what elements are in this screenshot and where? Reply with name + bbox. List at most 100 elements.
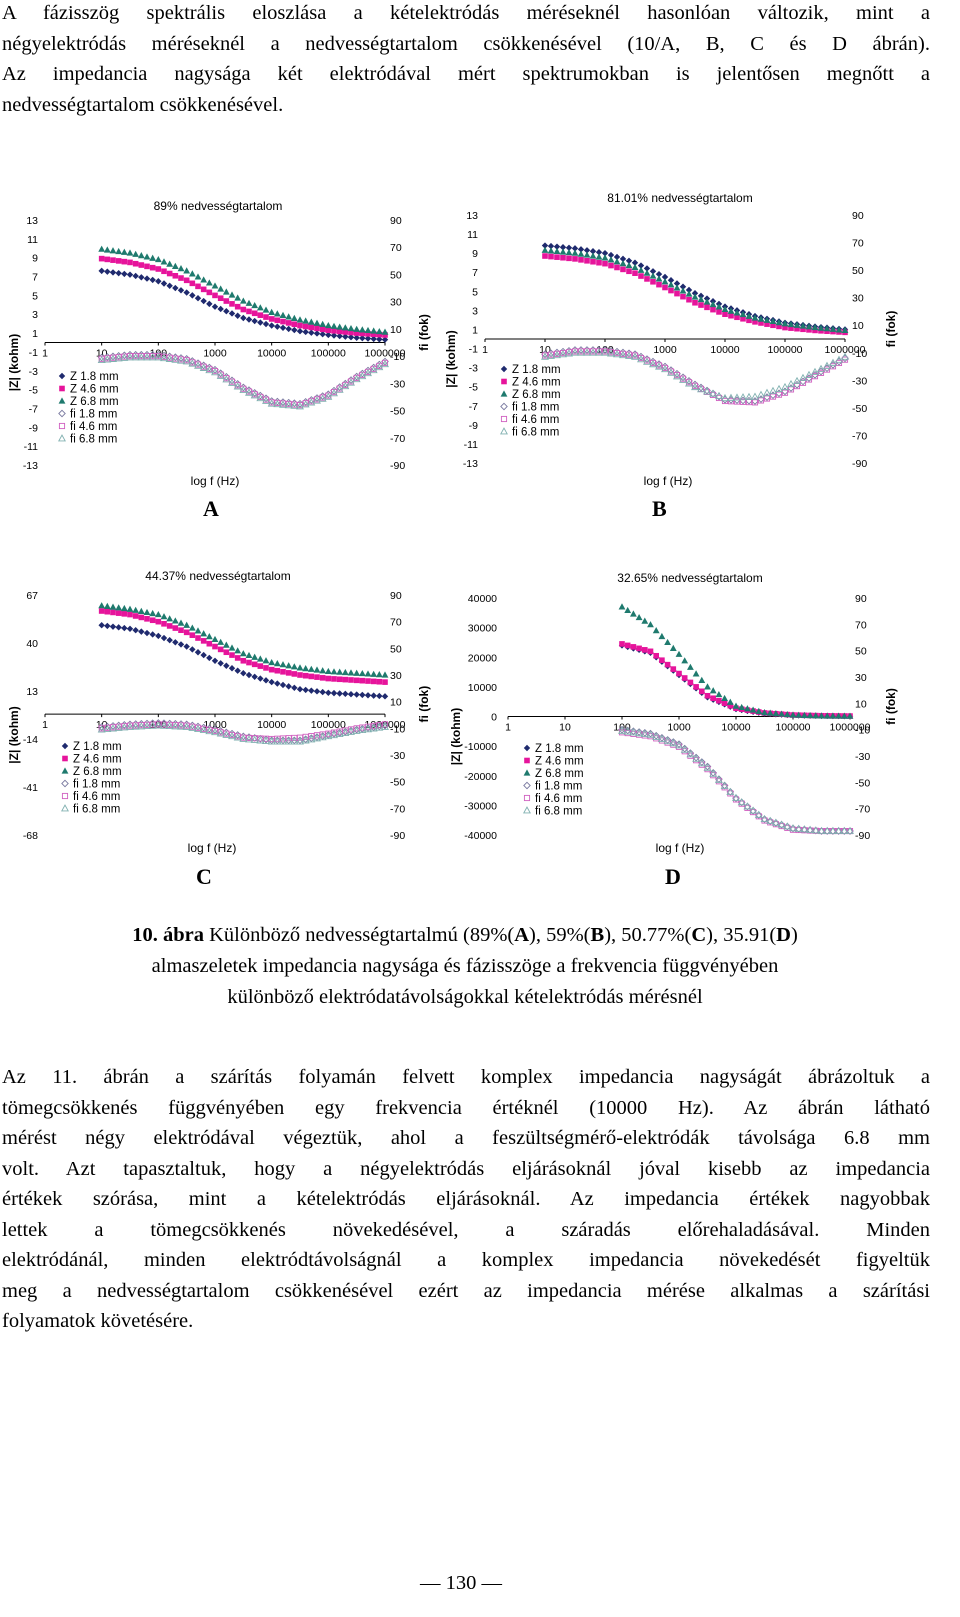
series-point xyxy=(285,320,292,326)
legend-marker xyxy=(501,378,507,385)
legend-marker xyxy=(500,365,508,373)
series-point xyxy=(829,325,837,332)
series-point xyxy=(640,729,649,737)
series-point xyxy=(637,266,645,273)
intro-line: A fázisszög spektrális eloszlása a kétel… xyxy=(2,2,930,24)
intro-line: Az impedancia nagysága két elektródával … xyxy=(2,63,930,85)
series-point xyxy=(697,759,706,767)
body-line: lettek a tömegcsökkenés növekedésével, a… xyxy=(2,1218,930,1241)
series-point xyxy=(229,301,235,307)
y-axis-label-left: |Z| (kohm) xyxy=(444,330,458,387)
series-point xyxy=(739,398,747,405)
series-point xyxy=(256,304,264,311)
series-point xyxy=(182,357,191,365)
left-tick-label: 1 xyxy=(472,324,478,336)
series-point xyxy=(308,324,315,331)
series-point xyxy=(144,263,150,270)
series-point xyxy=(341,381,350,390)
series-point xyxy=(370,335,377,343)
series-point xyxy=(619,350,627,359)
series-point xyxy=(115,610,122,616)
x-tick-label: 100000 xyxy=(311,348,346,360)
series-point xyxy=(239,297,247,304)
series-point xyxy=(144,616,150,622)
series-point xyxy=(324,392,333,400)
series-point xyxy=(647,648,654,655)
series-point xyxy=(194,273,202,280)
series-point xyxy=(607,349,615,357)
series-point xyxy=(138,628,145,635)
series-point xyxy=(805,323,813,330)
series-point xyxy=(262,396,270,404)
series-point xyxy=(137,252,145,259)
series-point xyxy=(256,393,265,402)
series-point xyxy=(267,399,276,407)
series-point xyxy=(589,248,597,255)
left-tick-label: -11 xyxy=(24,441,39,453)
series-point xyxy=(775,318,783,326)
series-point xyxy=(749,806,758,814)
series-point xyxy=(661,278,669,285)
x-axis-label: log f (Hz) xyxy=(644,474,693,488)
series-point xyxy=(233,382,242,390)
caption-label: 10. ábra xyxy=(132,924,204,946)
series-point xyxy=(212,292,218,299)
series-point xyxy=(715,391,723,399)
series-point xyxy=(359,677,366,684)
series-point xyxy=(313,330,321,337)
legend-marker xyxy=(62,755,68,762)
series-point xyxy=(138,274,145,281)
right-tick-label: 90 xyxy=(390,215,402,227)
body-line: mérést négy elektródával végeztük, ahol … xyxy=(2,1127,930,1149)
series-point xyxy=(679,283,687,290)
series-point xyxy=(643,265,651,272)
series-point xyxy=(364,725,372,733)
legend-label: Z 6.8 mm xyxy=(535,768,584,780)
series-point xyxy=(228,644,236,651)
series-point xyxy=(670,666,677,672)
series-point xyxy=(302,317,310,324)
series-point xyxy=(636,645,642,652)
series-point xyxy=(143,275,151,282)
series-point xyxy=(673,280,681,287)
series-point xyxy=(137,722,146,730)
series-point xyxy=(769,317,777,325)
caption-text: ) xyxy=(790,924,798,946)
series-point xyxy=(364,326,372,334)
series-point xyxy=(206,640,213,647)
series-point xyxy=(687,679,694,686)
series-point xyxy=(182,722,191,730)
left-tick-label: 67 xyxy=(26,590,38,602)
series-point xyxy=(650,278,656,285)
series-point xyxy=(554,254,560,260)
series-point xyxy=(640,728,649,737)
series-point xyxy=(324,667,332,675)
series-point xyxy=(155,632,162,640)
series-point xyxy=(223,308,230,315)
right-tick-label: 90 xyxy=(855,593,867,605)
series-point xyxy=(307,318,315,325)
series-point xyxy=(98,608,105,614)
series-point xyxy=(631,259,639,266)
series-point xyxy=(601,254,609,261)
series-point xyxy=(268,322,275,329)
series-point xyxy=(757,390,765,398)
series-point xyxy=(353,677,360,684)
series-point xyxy=(137,607,145,614)
left-tick-label: -14 xyxy=(23,734,38,746)
series-point xyxy=(342,676,349,683)
series-point xyxy=(284,736,293,745)
right-tick-label: 90 xyxy=(390,590,402,602)
left-tick-label: -40000 xyxy=(464,830,497,842)
series-point xyxy=(279,311,287,318)
legend-marker xyxy=(523,744,531,752)
series-point xyxy=(194,627,202,634)
series-point xyxy=(687,663,694,670)
series-point xyxy=(325,331,332,339)
series-point xyxy=(353,691,360,698)
series-point xyxy=(755,707,763,714)
series-point xyxy=(715,690,723,698)
body-line: tömegcsökkenés függvényében egy frekvenc… xyxy=(2,1096,930,1119)
x-tick-label: 1000000 xyxy=(365,348,406,360)
series-point xyxy=(205,365,214,374)
